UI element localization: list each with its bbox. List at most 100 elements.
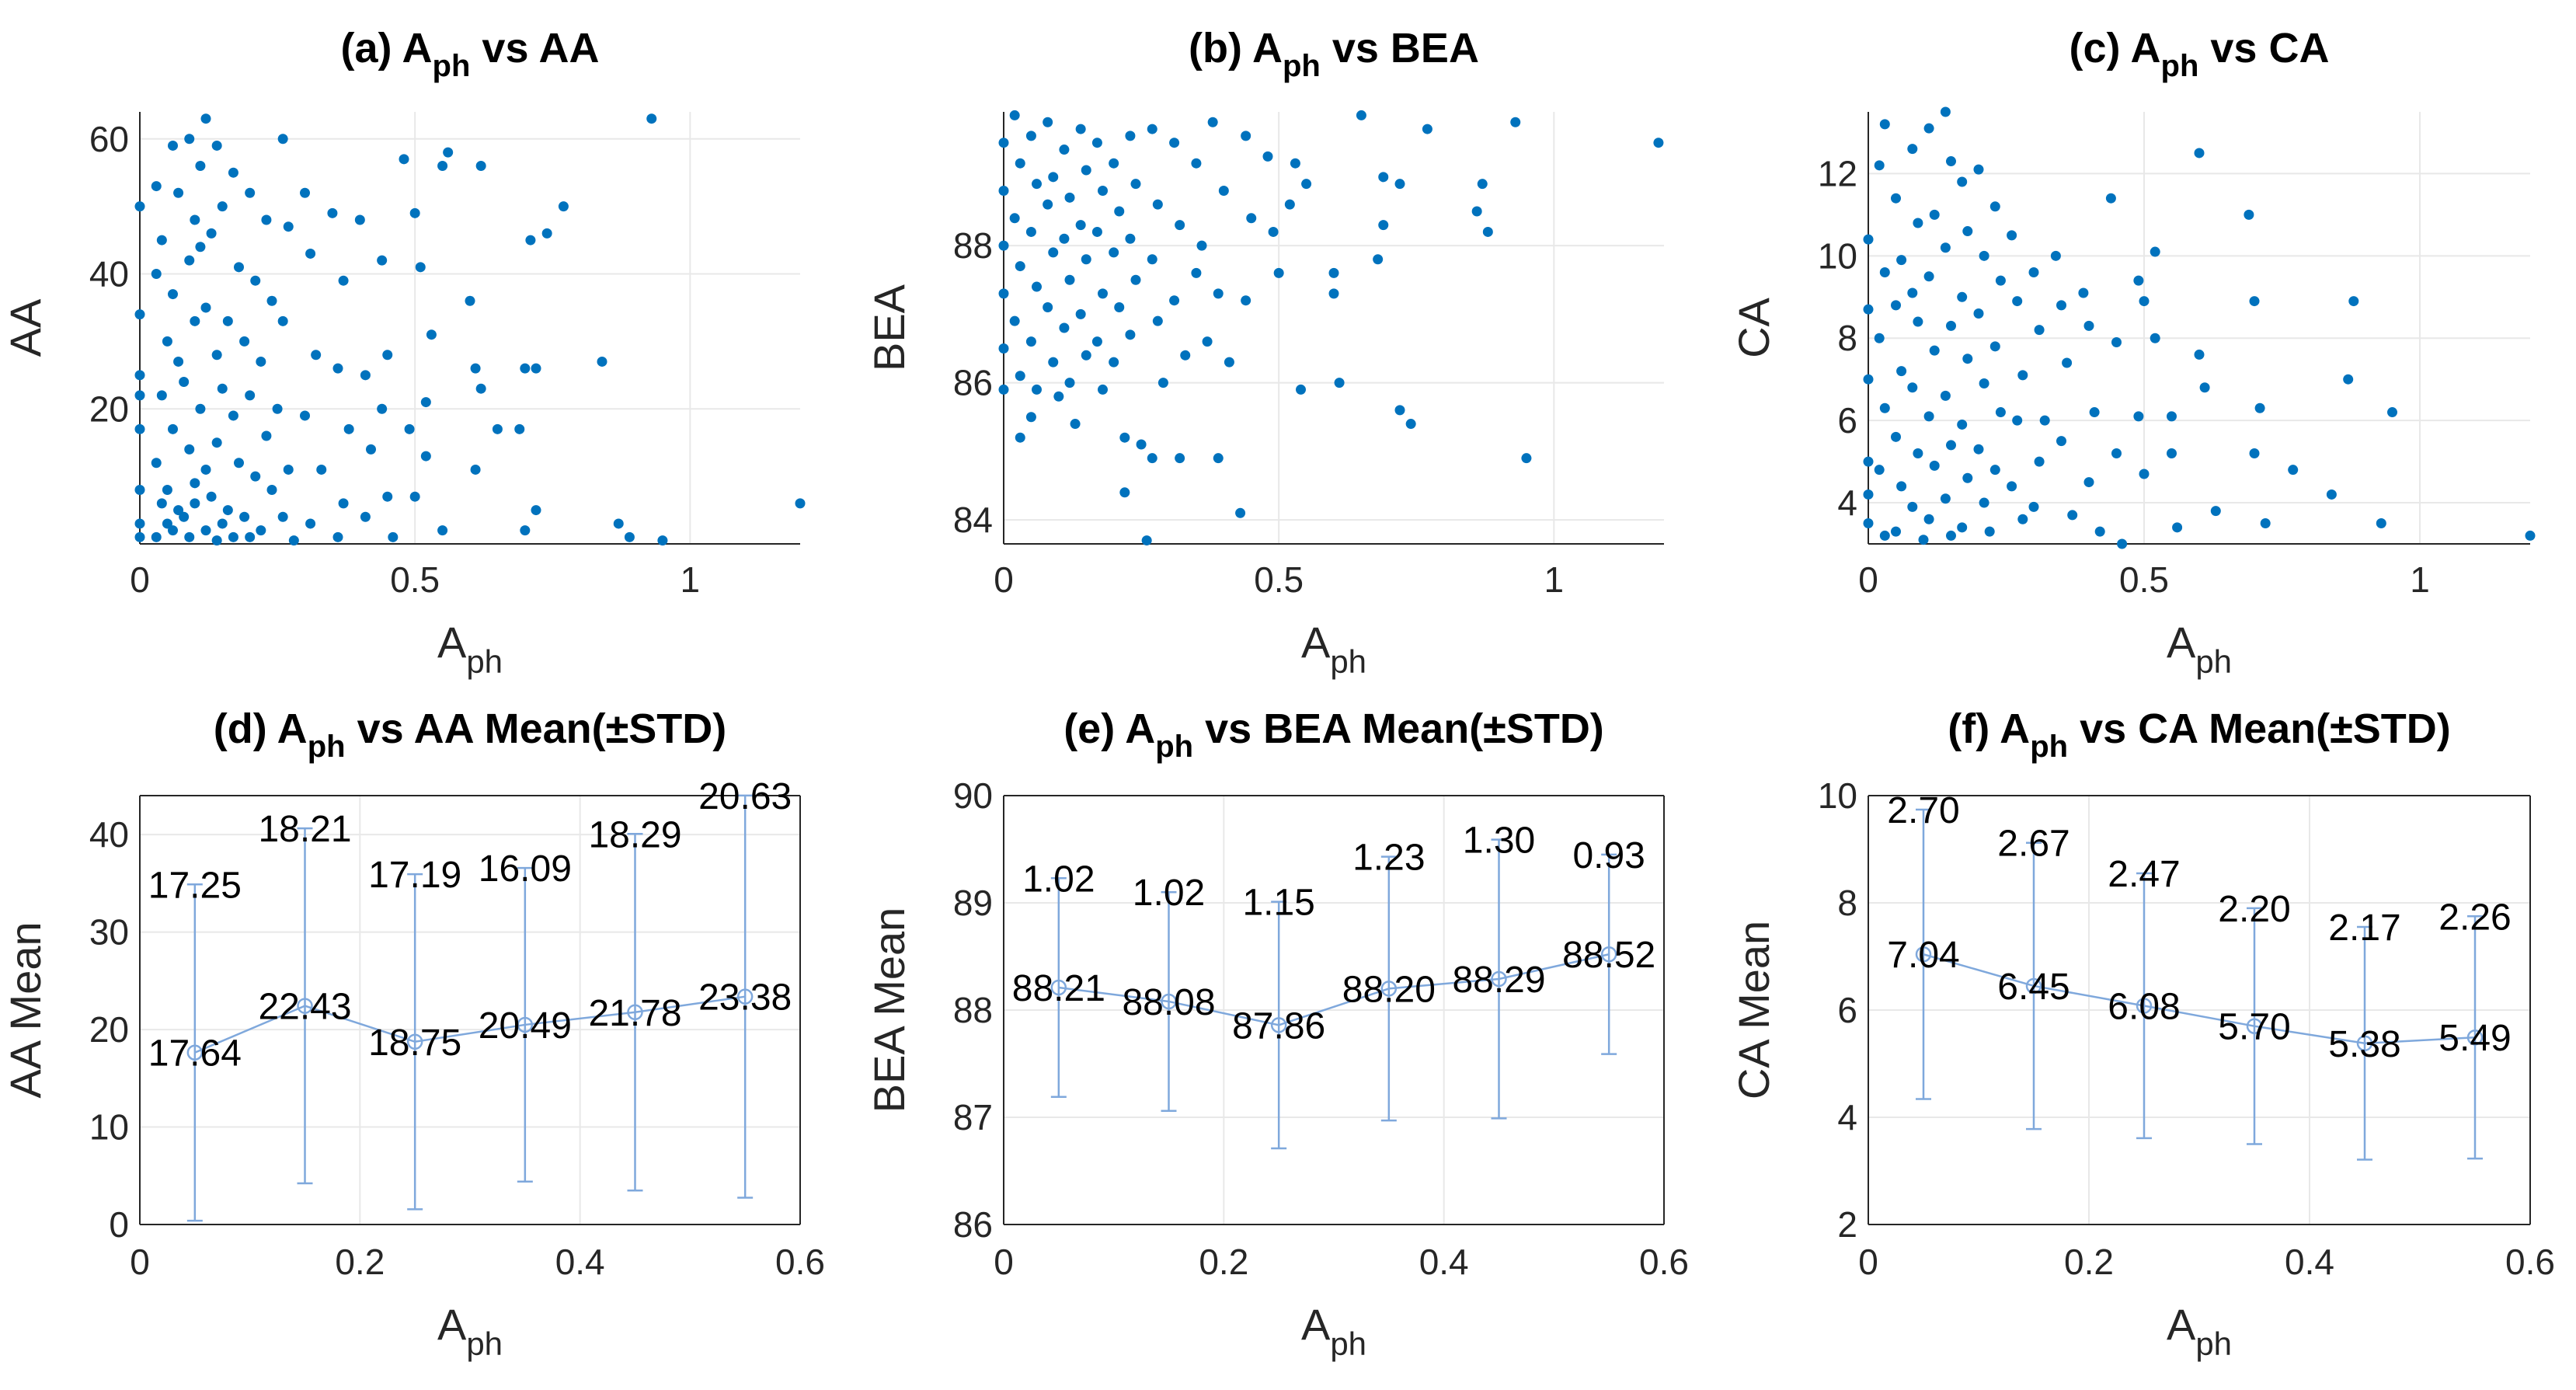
scatter-point — [162, 485, 172, 495]
scatter-point — [1098, 288, 1108, 299]
scatter-point — [377, 403, 388, 414]
y-tick-label: 20 — [89, 1009, 129, 1050]
mean-data-label: 23.38 — [698, 977, 792, 1019]
scatter-point — [1946, 156, 1956, 167]
scatter-point — [1863, 234, 1874, 245]
scatter-point — [151, 531, 162, 542]
y-tick-label: 6 — [1837, 990, 1857, 1030]
scatter-point — [409, 207, 420, 218]
scatter-point — [998, 185, 1009, 196]
scatter-point — [492, 423, 503, 434]
scatter-point — [475, 161, 486, 171]
std-data-label: 18.29 — [588, 814, 681, 855]
scatter-point — [2210, 506, 2221, 517]
scatter-point — [2094, 526, 2105, 537]
scatter-point — [184, 531, 195, 542]
scatter-point — [1125, 131, 1136, 141]
scatter-point — [1015, 158, 1025, 169]
scatter-point — [2150, 333, 2160, 343]
scatter-point — [1962, 354, 1973, 364]
scatter-point — [1989, 341, 2000, 352]
title-suffix: vs CA Mean(±STD) — [2068, 705, 2451, 752]
y-tick-label: 10 — [1818, 775, 1857, 816]
scatter-point — [2244, 209, 2254, 220]
scatter-point — [525, 235, 536, 246]
scatter-point — [134, 531, 145, 542]
scatter-point — [1136, 439, 1147, 450]
scatter-point — [200, 302, 211, 313]
scatter-point — [1147, 453, 1157, 464]
scatter-point — [1957, 419, 1968, 430]
scatter-point — [1957, 291, 1968, 302]
scatter-point — [1109, 247, 1119, 258]
scatter-point — [272, 403, 283, 414]
x-tick-label: 0.5 — [2119, 559, 2169, 600]
scatter-point — [211, 535, 222, 546]
mean-line — [194, 995, 746, 1054]
scatter-point — [1907, 501, 1918, 512]
scatter-point — [1995, 275, 2006, 286]
scatter-point — [1109, 158, 1119, 169]
scatter-point — [354, 214, 365, 225]
scatter-point — [1213, 288, 1224, 299]
scatter-point — [998, 343, 1009, 354]
y-tick-label: 4 — [1837, 482, 1857, 523]
title-subscript: ph — [1155, 730, 1193, 764]
scatter-point — [1015, 261, 1025, 272]
scatter-point — [343, 423, 354, 434]
std-data-label: 2.67 — [1997, 824, 2070, 865]
scatter-point — [1025, 336, 1036, 347]
y-axis-label: BEA — [865, 284, 914, 371]
scatter-point — [134, 309, 145, 320]
scatter-point — [1015, 432, 1025, 443]
scatter-point — [2039, 415, 2050, 426]
scatter-point — [1191, 158, 1202, 169]
y-tick-label: 88 — [953, 225, 993, 266]
scatter-point — [239, 336, 250, 347]
scatter-point — [190, 498, 200, 509]
x-tick-label: 0 — [1858, 1242, 1878, 1282]
scatter-point — [1913, 316, 1923, 327]
scatter-point — [2012, 415, 2023, 426]
scatter-point — [1025, 412, 1036, 423]
x-axis-label: Aph — [2167, 618, 2232, 680]
scatter-point — [1863, 489, 1874, 500]
scatter-point — [1378, 172, 1389, 183]
scatter-point — [1157, 378, 1168, 388]
scatter-point — [1373, 254, 1384, 265]
scatter-point — [1152, 199, 1163, 210]
scatter-point — [1995, 407, 2006, 418]
scatter-point — [2387, 407, 2397, 418]
scatter-point — [1169, 138, 1180, 148]
scatter-point — [1009, 110, 1020, 120]
scatter-point — [2056, 436, 2066, 447]
scatter-point — [2111, 337, 2122, 348]
scatter-point — [256, 525, 266, 536]
scatter-point — [1284, 199, 1295, 210]
scatter-point — [1048, 357, 1059, 368]
mean-marker — [1915, 946, 1932, 963]
scatter-point — [1653, 138, 1664, 148]
title-prefix: (f) A — [1948, 705, 2030, 752]
scatter-point — [1940, 390, 1951, 401]
y-tick-label: 10 — [1818, 235, 1857, 276]
scatter-point — [2034, 456, 2045, 467]
scatter-point — [2254, 402, 2265, 413]
scatter-point — [1125, 233, 1136, 244]
scatter-point — [1296, 384, 1306, 395]
scatter-point — [1064, 378, 1075, 388]
scatter-point — [1059, 145, 1070, 155]
scatter-point — [1098, 185, 1108, 196]
scatter-point — [1169, 295, 1180, 306]
scatter-point — [1907, 382, 1918, 393]
mean-marker — [2246, 1018, 2263, 1034]
scatter-point — [415, 262, 426, 273]
title-prefix: (d) A — [214, 705, 308, 752]
title-prefix: (e) A — [1063, 705, 1155, 752]
mean-data-label: 22.43 — [258, 987, 351, 1028]
scatter-point — [1940, 242, 1951, 253]
mean-marker — [186, 1044, 204, 1061]
scatter-point — [1015, 371, 1025, 381]
scatter-point — [1973, 164, 1984, 175]
